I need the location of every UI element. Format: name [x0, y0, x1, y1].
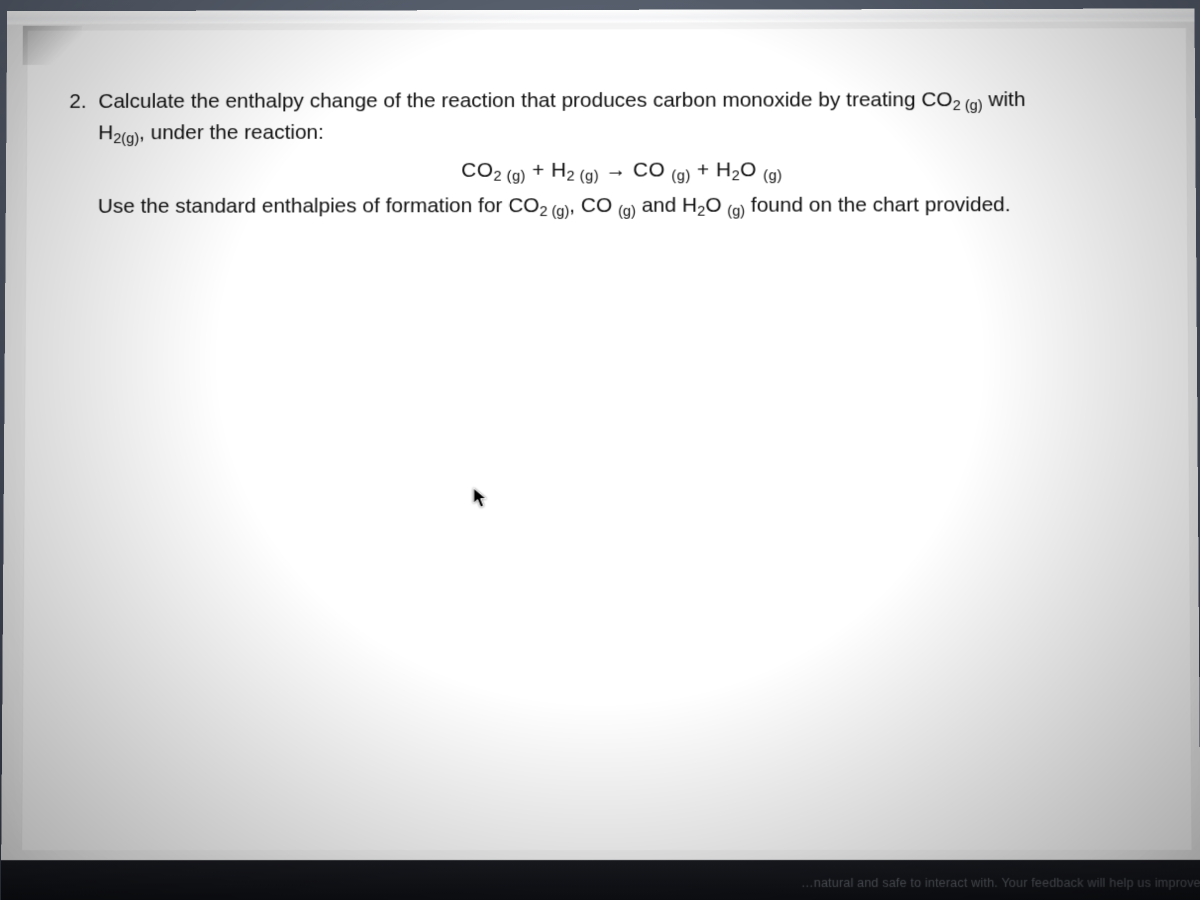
species: H — [551, 159, 567, 182]
question-line-1: Calculate the enthalpy change of the rea… — [98, 85, 1146, 119]
text: H — [98, 122, 113, 145]
text: O — [705, 194, 727, 217]
corner-shadow — [23, 26, 82, 65]
species: CO — [633, 159, 672, 182]
text: Calculate the enthalpy change of the rea… — [98, 88, 952, 112]
question-block: 2. Calculate the enthalpy change of the … — [54, 85, 1147, 224]
plus: + — [691, 158, 716, 181]
text: , under the reaction: — [139, 122, 324, 145]
top-edge — [7, 9, 1194, 25]
subscript: 2 (g) — [493, 169, 525, 185]
text: with — [983, 88, 1026, 111]
monitor-screen: 2. Calculate the enthalpy change of the … — [1, 9, 1200, 900]
arrow: → — [599, 159, 633, 182]
footer-bar: …natural and safe to interact with. Your… — [1, 860, 1200, 900]
text: found on the chart provided. — [745, 194, 1011, 217]
plus: + — [526, 159, 551, 182]
text: and H — [636, 194, 697, 217]
subscript: 2 — [697, 204, 705, 220]
species: H — [716, 158, 732, 181]
subscript: 2(g) — [113, 132, 139, 148]
subscript: (g) — [763, 168, 782, 184]
species: CO — [461, 159, 493, 182]
question-page: 2. Calculate the enthalpy change of the … — [21, 28, 1192, 850]
species: O — [740, 158, 763, 181]
question-body: Calculate the enthalpy change of the rea… — [98, 85, 1148, 224]
question-number: 2. — [55, 87, 99, 117]
subscript: 2 (g) — [953, 98, 983, 114]
question-line-2: H2(g), under the reaction: — [98, 117, 1147, 151]
subscript: (g) — [618, 204, 636, 220]
subscript: (g) — [671, 168, 690, 184]
text: , CO — [569, 194, 618, 217]
footer-text: …natural and safe to interact with. Your… — [801, 876, 1200, 890]
subscript: 2 (g) — [539, 204, 569, 220]
text: Use the standard enthalpies of formation… — [98, 195, 540, 218]
subscript: (g) — [727, 204, 745, 220]
chemical-equation: CO2 (g) + H2 (g) → CO (g) + H2O (g) — [98, 155, 1147, 189]
question-line-3: Use the standard enthalpies of formation… — [98, 191, 1148, 225]
subscript: 2 (g) — [567, 169, 599, 185]
